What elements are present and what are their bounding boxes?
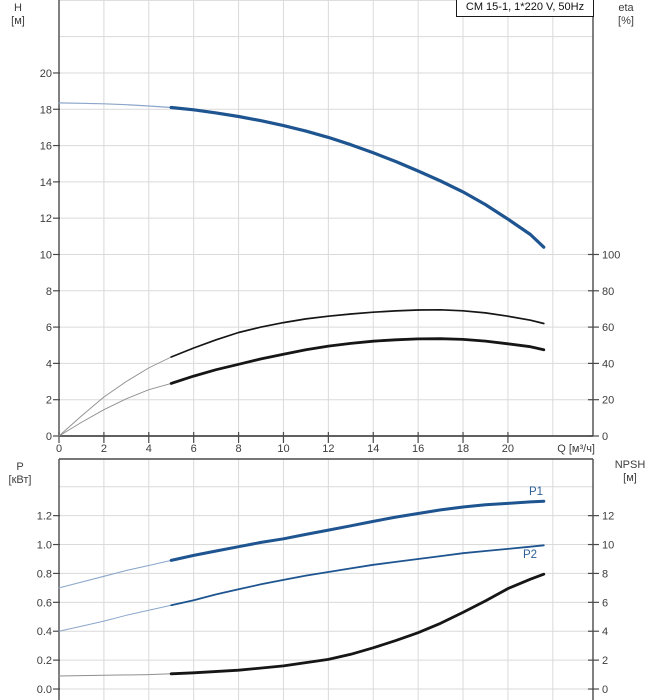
tick-label: 16 (412, 443, 424, 455)
head-axis-unit: [м] (11, 15, 25, 27)
tick-label: 10 (602, 540, 614, 552)
tick-label: 8 (46, 286, 52, 298)
H-curve (58, 102, 172, 109)
NPSH-curve (169, 572, 546, 676)
H-curve (169, 105, 546, 249)
tick-label: 0.8 (37, 568, 52, 580)
power-npsh-series (58, 499, 546, 677)
eta-axis-symbol: eta (618, 2, 634, 14)
P2-curve (170, 544, 545, 607)
eta-pump-motor (169, 337, 546, 385)
tick-label: 6 (191, 443, 197, 455)
power-npsh-tick-labels: 0.0 0.2 0.4 0.6 0.8 1.0 1.2 0 2 4 6 8 10 12 (37, 511, 615, 696)
head-axis-title: H [м] (0, 2, 36, 28)
power-axis-title: P [кВт] (1, 461, 39, 487)
tick-label: 12 (322, 443, 334, 455)
npsh-axis-unit: [м] (623, 472, 637, 484)
power-axis-unit: [кВт] (8, 474, 32, 486)
tick-label: 18 (40, 104, 52, 116)
tick-label: 0.2 (37, 655, 52, 667)
tick-label: 20 (502, 443, 514, 455)
tick-label: 4 (146, 443, 152, 455)
p2-curve-label: P2 (522, 549, 538, 561)
head-efficiency-series (58, 102, 546, 437)
head-axis-symbol: H (14, 2, 22, 14)
tick-label: 18 (457, 443, 469, 455)
tick-label: 10 (40, 249, 52, 261)
tick-label: 0.0 (37, 684, 52, 696)
power-npsh-frame (58, 458, 594, 700)
npsh-axis-title: NPSH [м] (604, 459, 656, 485)
tick-label: 14 (367, 443, 379, 455)
tick-label: 6 (602, 597, 608, 609)
p1-curve-label: P1 (528, 486, 544, 498)
tick-label: 4 (602, 626, 608, 638)
tick-label: 12 (40, 213, 52, 225)
eta-pump (170, 308, 545, 358)
tick-label: 2 (101, 443, 107, 455)
tick-label: 0 (46, 431, 52, 443)
tick-label: 8 (236, 443, 242, 455)
tick-label: 1.2 (37, 511, 52, 523)
eta-pump-motor (58, 382, 172, 437)
tick-label: 20 (602, 395, 614, 407)
tick-label: 0 (602, 684, 608, 696)
tick-label: 2 (602, 655, 608, 667)
tick-label: 1.0 (37, 540, 52, 552)
NPSH-curve (58, 673, 172, 677)
tick-label: 4 (46, 358, 52, 370)
tick-label: 100 (602, 249, 620, 261)
equipment-model-box: CM 15-1, 1*220 V, 50Hz (456, 0, 594, 17)
head-efficiency-tick-labels: 0 2 4 6 8 10 12 14 16 18 20 0 20 40 60 80 100 0 2 4 6 8 10 12 14… (40, 68, 621, 455)
tick-label: 40 (602, 358, 614, 370)
tick-label: 8 (602, 568, 608, 580)
P1-curve (169, 499, 546, 562)
tick-label: 14 (40, 177, 52, 189)
tick-label: 20 (40, 68, 52, 80)
P2-curve (58, 604, 172, 632)
power-npsh-ticks (53, 515, 599, 690)
tick-label: Q [м³/ч] (557, 443, 595, 455)
tick-label: 0.4 (37, 626, 52, 638)
eta-axis-unit: [%] (618, 15, 634, 27)
tick-label: 6 (46, 322, 52, 334)
tick-label: 16 (40, 141, 52, 153)
power-npsh-grid (59, 459, 593, 700)
power-axis-symbol: P (16, 461, 24, 473)
head-efficiency-ticks (53, 72, 599, 443)
tick-label: 0 (56, 443, 62, 455)
npsh-axis-symbol: NPSH (614, 459, 646, 471)
tick-label: 2 (46, 395, 52, 407)
eta-pump (58, 356, 172, 437)
equipment-model-label: CM 15-1, 1*220 V, 50Hz (465, 1, 585, 13)
tick-label: 60 (602, 322, 614, 334)
tick-label: 10 (277, 443, 289, 455)
tick-label: 12 (602, 511, 614, 523)
tick-label: 80 (602, 286, 614, 298)
head-efficiency-grid (59, 0, 593, 436)
tick-label: 0 (602, 431, 608, 443)
eta-axis-title: eta [%] (606, 2, 646, 28)
P1-curve (58, 559, 172, 589)
tick-label: 0.6 (37, 597, 52, 609)
